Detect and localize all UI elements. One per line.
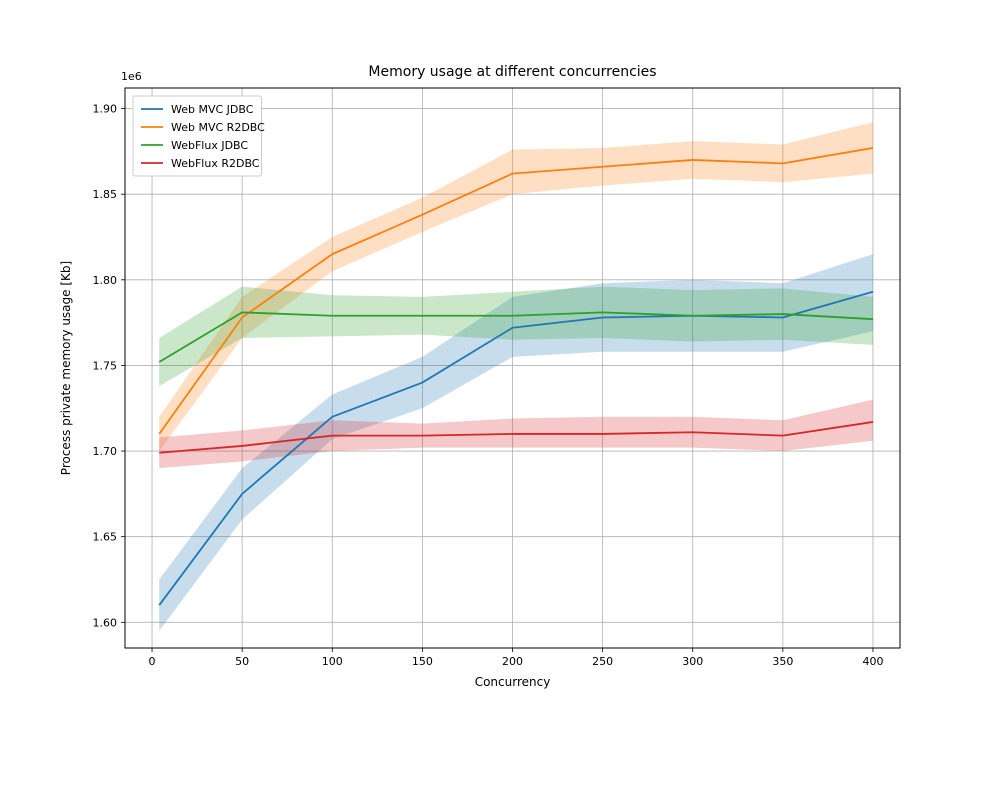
x-tick-label: 150: [412, 655, 433, 668]
x-tick-label: 400: [862, 655, 883, 668]
x-axis-label: Concurrency: [475, 675, 551, 689]
x-tick-label: 0: [149, 655, 156, 668]
x-tick-label: 350: [772, 655, 793, 668]
y-exponent-label: 1e6: [121, 70, 142, 83]
y-axis-label: Process private memory usage [Kb]: [59, 261, 73, 475]
legend-label: Web MVC JDBC: [171, 103, 254, 116]
legend-label: WebFlux JDBC: [171, 139, 248, 152]
chart-title: Memory usage at different concurrencies: [368, 64, 656, 80]
legend-label: Web MVC R2DBC: [171, 121, 265, 134]
y-tick-label: 1.85: [93, 188, 118, 201]
y-tick-label: 1.65: [93, 531, 118, 544]
y-tick-label: 1.75: [93, 359, 118, 372]
memory-usage-chart: 0 50 100 150 200 250 300 350 400 1.60 1.65 1.70 1.75…: [0, 0, 1000, 800]
x-tick-label: 100: [322, 655, 343, 668]
x-tick-label: 200: [502, 655, 523, 668]
y-tick-label: 1.80: [93, 274, 118, 287]
x-tick-label: 50: [235, 655, 249, 668]
legend-label: WebFlux R2DBC: [171, 157, 260, 170]
x-tick-label: 300: [682, 655, 703, 668]
y-tick-label: 1.90: [93, 103, 118, 116]
legend: Web MVC JDBC Web MVC R2DBC WebFlux JDBC Web…: [133, 96, 265, 176]
y-tick-label: 1.60: [93, 616, 118, 629]
y-tick-label: 1.70: [93, 445, 118, 458]
x-tick-label: 250: [592, 655, 613, 668]
